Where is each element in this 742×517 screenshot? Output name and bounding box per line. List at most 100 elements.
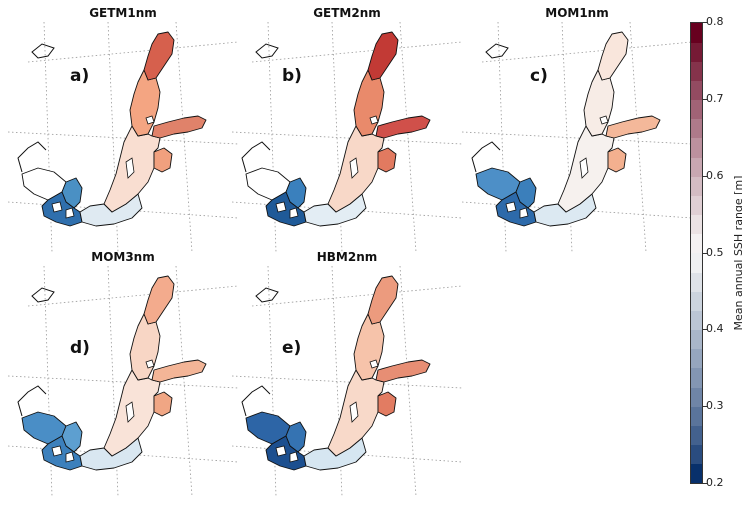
island [599,115,609,125]
colorbar-tick-label: 0.5 [706,245,724,259]
graticule-line [231,131,463,145]
colorbar-label: Mean annual SSH range [m] [732,175,742,331]
colorbar-segment [691,387,702,407]
colorbar-segment [691,463,702,484]
region-gulf-of-finland [375,115,431,139]
island [65,207,75,219]
graticule-line [231,375,463,389]
colorbar-tickmark [703,329,707,331]
panel-letter: d) [70,338,90,358]
graticule-line [7,131,239,145]
graticule-line [481,41,693,63]
island [275,445,287,457]
region-bothnian-bay [143,275,175,325]
region-gulf-of-finland [375,359,431,383]
colorbar-segment [691,80,702,101]
map-panel-mom1nm: MOM1nm c) [461,4,693,254]
baltic-map [231,265,463,497]
region-gulf-of-riga [153,147,173,173]
panel-title: GETM1nm [89,6,157,20]
colorbar-segment [691,138,702,158]
panel-title: MOM3nm [91,250,155,264]
colorbar-segment [691,23,702,43]
panel-letter: b) [282,66,302,86]
island [505,201,517,213]
graticule-line [399,265,417,497]
region-bothnian-bay [367,31,399,81]
coastline [17,287,55,417]
graticule-line [7,375,239,389]
panel-title: HBM2nm [316,250,378,264]
colorbar-segment [691,329,702,350]
panel-letter: e) [282,338,302,358]
colorbar-segment [691,42,702,62]
graticule-line [231,445,463,463]
colorbar-tick-label: 0.4 [706,322,724,336]
graticule-line [7,201,239,219]
map-panel-getm2nm: GETM2nm b) [231,4,463,254]
graticule [7,21,239,253]
graticule-line [27,285,239,307]
colorbar-segment [691,214,702,235]
island [275,201,287,213]
region-gulf-of-riga [377,391,397,417]
colorbar-segment [691,253,702,273]
region-bothnian-bay [597,31,629,81]
graticule [231,265,463,497]
island [51,445,63,457]
map-panel-mom3nm: MOM3nm d) [7,248,239,498]
island [289,207,299,219]
colorbar-segment [691,368,702,388]
region-gulf-of-finland [605,115,661,139]
coastline [471,43,509,173]
colorbar-tickmark [703,22,707,23]
island [51,201,63,213]
region-gulf-of-riga [607,147,627,173]
island [65,451,75,463]
colorbar-tick-label: 0.2 [706,476,724,489]
baltic-map [461,21,693,253]
colorbar-segment [691,310,702,331]
region-gulf-of-finland [151,359,207,383]
colorbar [690,22,703,484]
colorbar-tickmark [703,406,707,408]
colorbar-segment [691,272,702,292]
graticule-line [175,265,193,497]
colorbar-segment [691,118,702,139]
baltic-map [7,265,239,497]
island [145,359,155,369]
island [289,451,299,463]
island [125,401,135,423]
graticule [461,21,693,253]
colorbar-segment [691,406,702,426]
colorbar-segment [691,348,702,369]
graticule-line [27,41,239,63]
island [519,207,529,219]
baltic-map [231,21,463,253]
region-bothnian-bay [367,275,399,325]
island [125,157,135,179]
island [349,157,359,179]
graticule-line [7,445,239,463]
baltic-map [7,21,239,253]
colorbar-segment [691,291,702,311]
panel-title: GETM2nm [313,6,381,20]
panel-letter: a) [70,66,90,86]
colorbar-tickmark [703,252,707,254]
colorbar-segment [691,425,702,446]
colorbar-tickmark [703,175,707,177]
graticule [7,265,239,497]
colorbar-segment [691,233,702,254]
colorbar-tick-label: 0.7 [706,91,724,105]
coastline [241,43,279,173]
colorbar-segment [691,195,702,216]
region-bothnian-bay [143,31,175,81]
coastline [241,287,279,417]
graticule-line [629,21,647,253]
colorbar-segment [691,157,702,177]
region-gulf-of-riga [153,391,173,417]
colorbar-tick-label: 0.8 [706,15,724,28]
colorbar-tick-label: 0.3 [706,399,724,413]
graticule [231,21,463,253]
island [369,115,379,125]
